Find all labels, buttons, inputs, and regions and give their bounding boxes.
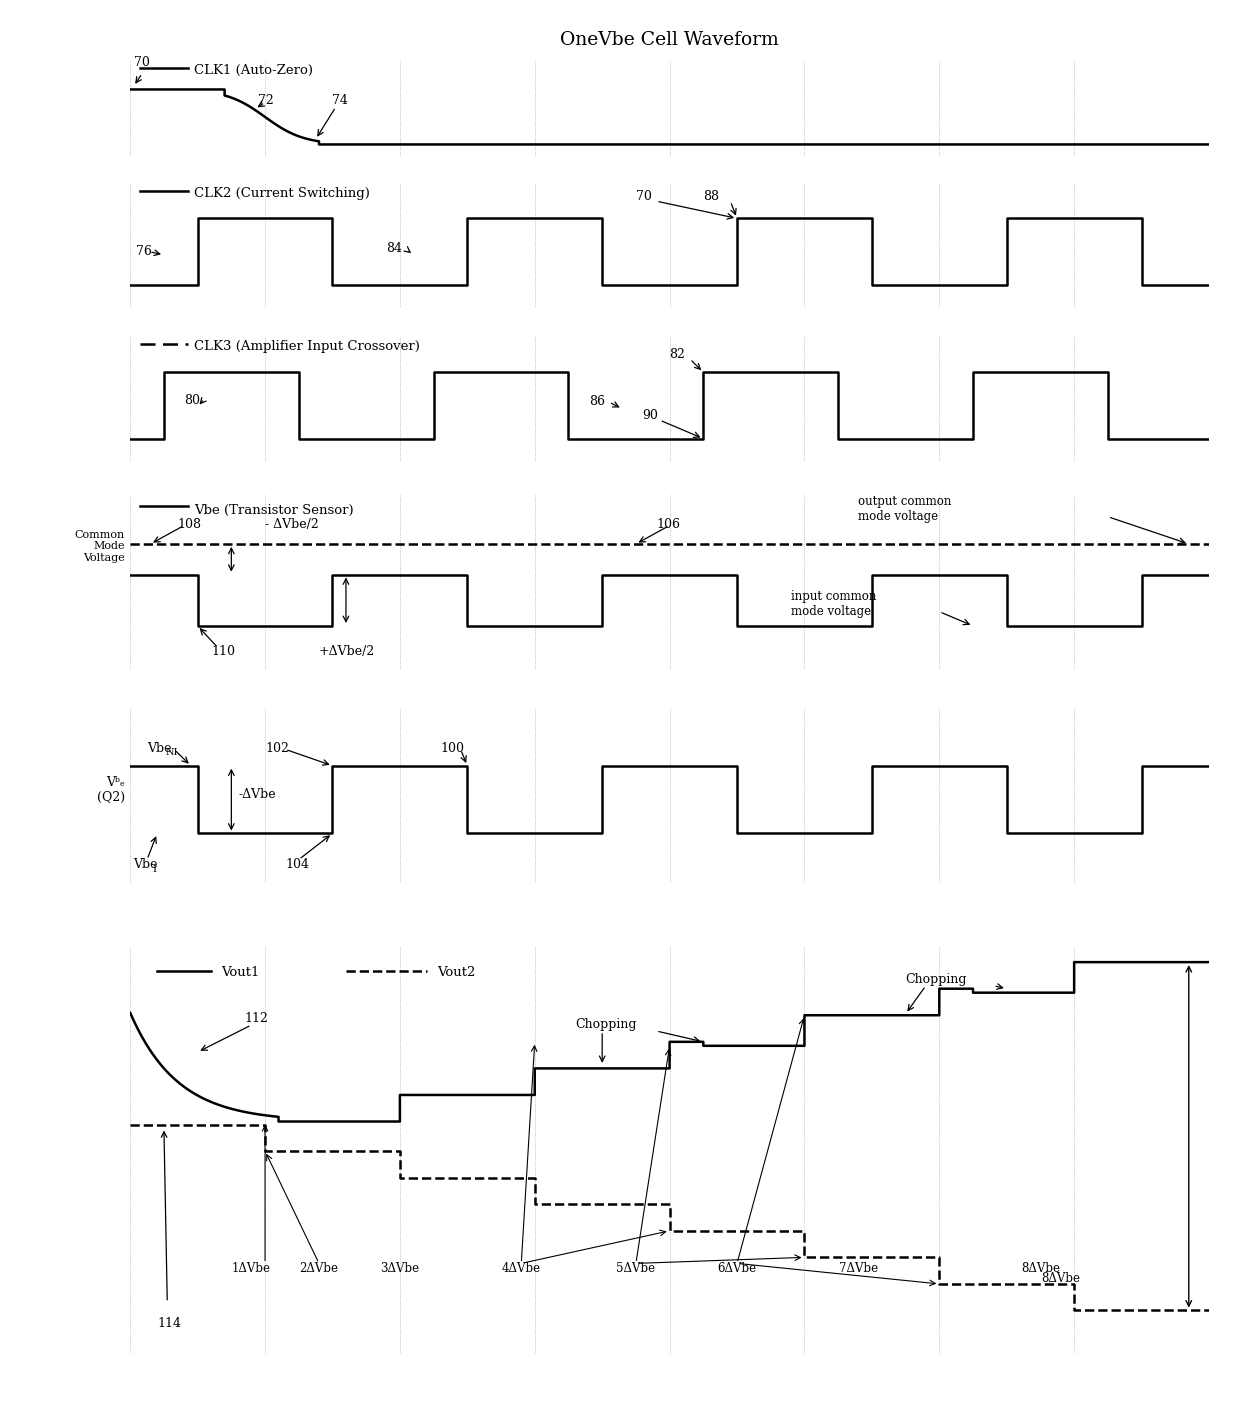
- Text: 74: 74: [332, 94, 348, 108]
- Text: Vᵇₑ
(Q2): Vᵇₑ (Q2): [97, 775, 125, 804]
- Text: Vbe: Vbe: [148, 741, 171, 754]
- Text: NI: NI: [166, 748, 179, 757]
- Text: 7ΔVbe: 7ΔVbe: [838, 1262, 878, 1275]
- Text: CLK3 (Amplifier Input Crossover): CLK3 (Amplifier Input Crossover): [195, 341, 420, 354]
- Text: CLK1 (Auto-Zero): CLK1 (Auto-Zero): [195, 64, 314, 77]
- Text: - ΔVbe/2: - ΔVbe/2: [265, 518, 319, 531]
- Text: 90: 90: [642, 409, 658, 422]
- Text: OneVbe Cell Waveform: OneVbe Cell Waveform: [560, 31, 779, 50]
- Text: 108: 108: [177, 518, 201, 531]
- Text: 70: 70: [134, 55, 150, 68]
- Text: 1ΔVbe: 1ΔVbe: [232, 1262, 272, 1275]
- Text: 114: 114: [157, 1316, 181, 1329]
- Text: 82: 82: [670, 348, 686, 361]
- Text: +ΔVbe/2: +ΔVbe/2: [319, 645, 376, 659]
- Text: 6ΔVbe: 6ΔVbe: [718, 1262, 756, 1275]
- Text: 8ΔVbe: 8ΔVbe: [1042, 1271, 1080, 1285]
- Text: input common
mode voltage: input common mode voltage: [791, 591, 877, 618]
- Text: 104: 104: [285, 858, 309, 872]
- Text: 70: 70: [636, 190, 652, 203]
- Text: Vout2: Vout2: [436, 966, 475, 978]
- Text: 8ΔVbe: 8ΔVbe: [1021, 1262, 1060, 1275]
- Text: Vbe (Transistor Sensor): Vbe (Transistor Sensor): [195, 504, 353, 517]
- Text: -ΔVbe: -ΔVbe: [238, 788, 275, 801]
- Text: 3ΔVbe: 3ΔVbe: [381, 1262, 419, 1275]
- Text: Vout1: Vout1: [221, 966, 259, 978]
- Text: output common
mode voltage: output common mode voltage: [858, 496, 952, 523]
- Text: 86: 86: [589, 395, 605, 409]
- Text: Vbe: Vbe: [134, 858, 157, 872]
- Text: 112: 112: [244, 1012, 269, 1025]
- Text: Chopping: Chopping: [575, 1018, 636, 1031]
- Text: 76: 76: [135, 244, 151, 258]
- Text: CLK2 (Current Switching): CLK2 (Current Switching): [195, 186, 370, 200]
- Text: 4ΔVbe: 4ΔVbe: [502, 1262, 541, 1275]
- Text: 5ΔVbe: 5ΔVbe: [616, 1262, 656, 1275]
- Text: 100: 100: [440, 741, 464, 754]
- Text: 72: 72: [258, 94, 274, 108]
- Text: 106: 106: [656, 518, 680, 531]
- Text: 110: 110: [211, 645, 236, 659]
- Text: 102: 102: [265, 741, 289, 754]
- Text: 80: 80: [184, 395, 200, 408]
- Text: 84: 84: [387, 241, 403, 254]
- Text: Chopping: Chopping: [905, 973, 967, 985]
- Text: 2ΔVbe: 2ΔVbe: [300, 1262, 339, 1275]
- Text: Common
Mode
Voltage: Common Mode Voltage: [74, 530, 125, 562]
- Text: I: I: [153, 865, 156, 873]
- Text: 88: 88: [703, 190, 719, 203]
